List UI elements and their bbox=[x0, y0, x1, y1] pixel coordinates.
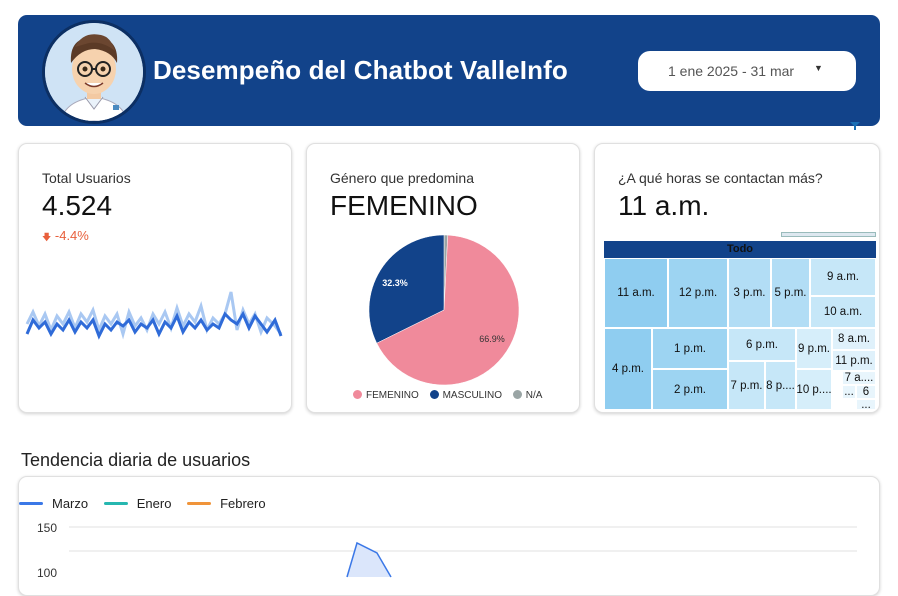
date-range-selector[interactable]: 1 ene 2025 - 31 mar 2025 ▼ bbox=[638, 51, 856, 91]
hours-label: ¿A qué horas se contactan más? bbox=[618, 170, 823, 186]
treemap-cell[interactable]: 11 p.m. bbox=[832, 350, 876, 371]
treemap-cell[interactable]: 3 p.m. bbox=[728, 258, 771, 328]
treemap-cell[interactable]: ... bbox=[856, 399, 876, 410]
treemap-scrollbar[interactable] bbox=[781, 232, 876, 237]
treemap-cell[interactable]: 8 p.... bbox=[765, 361, 796, 410]
pie-label-masculino: 32.3% bbox=[382, 278, 408, 288]
legend-item-marzo[interactable]: Marzo bbox=[19, 496, 88, 511]
y-tick-150: 150 bbox=[37, 521, 57, 535]
series-marzo-area bbox=[347, 543, 391, 577]
pie-slice-femenino[interactable] bbox=[376, 234, 520, 386]
pie-label-femenino: 66.9% bbox=[479, 334, 505, 344]
treemap-cell[interactable]: 1 p.m. bbox=[652, 328, 728, 369]
legend-item-na: N/A bbox=[512, 390, 542, 401]
date-range-value: 1 ene 2025 - 31 mar 2025 bbox=[668, 63, 796, 79]
legend-item-femenino: FEMENINO bbox=[353, 390, 419, 401]
arrow-down-icon: 🡇 bbox=[42, 232, 52, 242]
treemap-cell[interactable]: 6 bbox=[856, 385, 876, 399]
card-total-users: Total Usuarios 4.524 🡇 -4.4% bbox=[18, 143, 292, 413]
sparkline-current bbox=[25, 310, 283, 340]
sparkline-previous bbox=[25, 291, 283, 340]
legend-item-masculino: MASCULINO bbox=[429, 390, 502, 401]
treemap-cell[interactable]: 7 a.... bbox=[842, 371, 876, 385]
trend-chart-card: Marzo Enero Febrero 150 100 bbox=[18, 476, 880, 596]
treemap-cell[interactable]: 10 p.... bbox=[796, 369, 832, 410]
users-sparkline bbox=[25, 291, 283, 340]
pie-legend: FEMENINO MASCULINO N/A bbox=[353, 390, 550, 401]
gender-pie-chart: 32.3% 66.9% bbox=[368, 234, 520, 386]
treemap-cell[interactable]: 9 a.m. bbox=[810, 258, 876, 296]
card-gender: Género que predomina FEMENINO 32.3% 66.9… bbox=[306, 143, 580, 413]
treemap-cell[interactable]: 5 p.m. bbox=[771, 258, 810, 328]
legend-item-febrero[interactable]: Febrero bbox=[187, 496, 266, 511]
avatar bbox=[42, 20, 146, 124]
total-users-delta: 🡇 -4.4% bbox=[42, 228, 89, 246]
y-tick-100: 100 bbox=[37, 566, 57, 580]
treemap-cell[interactable]: 4 p.m. bbox=[604, 328, 652, 410]
treemap-cell[interactable]: 6 p.m. bbox=[728, 328, 796, 361]
treemap-cell[interactable]: 2 p.m. bbox=[652, 369, 728, 410]
treemap-cell[interactable]: 11 a.m. bbox=[604, 258, 668, 328]
filter-icon[interactable] bbox=[850, 121, 860, 131]
trend-line-chart: 150 100 bbox=[37, 521, 857, 580]
total-users-label: Total Usuarios bbox=[42, 170, 131, 186]
pie-slice-masculino[interactable] bbox=[368, 234, 445, 344]
delta-value: -4.4% bbox=[54, 228, 89, 243]
treemap-cell[interactable]: 12 p.m. bbox=[668, 258, 728, 328]
card-contact-hours: ¿A qué horas se contactan más? 11 a.m. T… bbox=[594, 143, 880, 413]
dashboard-header: Desempeño del Chatbot ValleInfo 1 ene 20… bbox=[18, 15, 880, 126]
treemap-header: Todo bbox=[604, 241, 876, 258]
legend-item-enero[interactable]: Enero bbox=[103, 496, 171, 511]
trend-section-title: Tendencia diaria de usuarios bbox=[21, 450, 251, 470]
treemap-cell[interactable]: 10 a.m. bbox=[810, 296, 876, 328]
total-users-value: 4.524 bbox=[42, 190, 113, 221]
treemap-cell[interactable]: 7 p.m. bbox=[728, 361, 765, 410]
trend-legend: Marzo Enero Febrero bbox=[19, 496, 278, 511]
gender-value: FEMENINO bbox=[330, 190, 478, 221]
series-marzo-line bbox=[346, 541, 392, 578]
treemap-cell[interactable]: 9 p.m. bbox=[796, 328, 832, 369]
chevron-down-icon: ▼ bbox=[814, 63, 823, 73]
hours-treemap: Todo 11 a.m. 12 p.m. 3 p.m. 5 p.m. 9 a.m… bbox=[604, 241, 876, 410]
gender-label: Género que predomina bbox=[330, 170, 474, 186]
treemap-cell[interactable]: ... bbox=[842, 385, 856, 399]
hours-value: 11 a.m. bbox=[618, 190, 710, 221]
page-title: Desempeño del Chatbot ValleInfo bbox=[153, 55, 568, 85]
treemap-cell[interactable]: 8 a.m. bbox=[832, 328, 876, 350]
